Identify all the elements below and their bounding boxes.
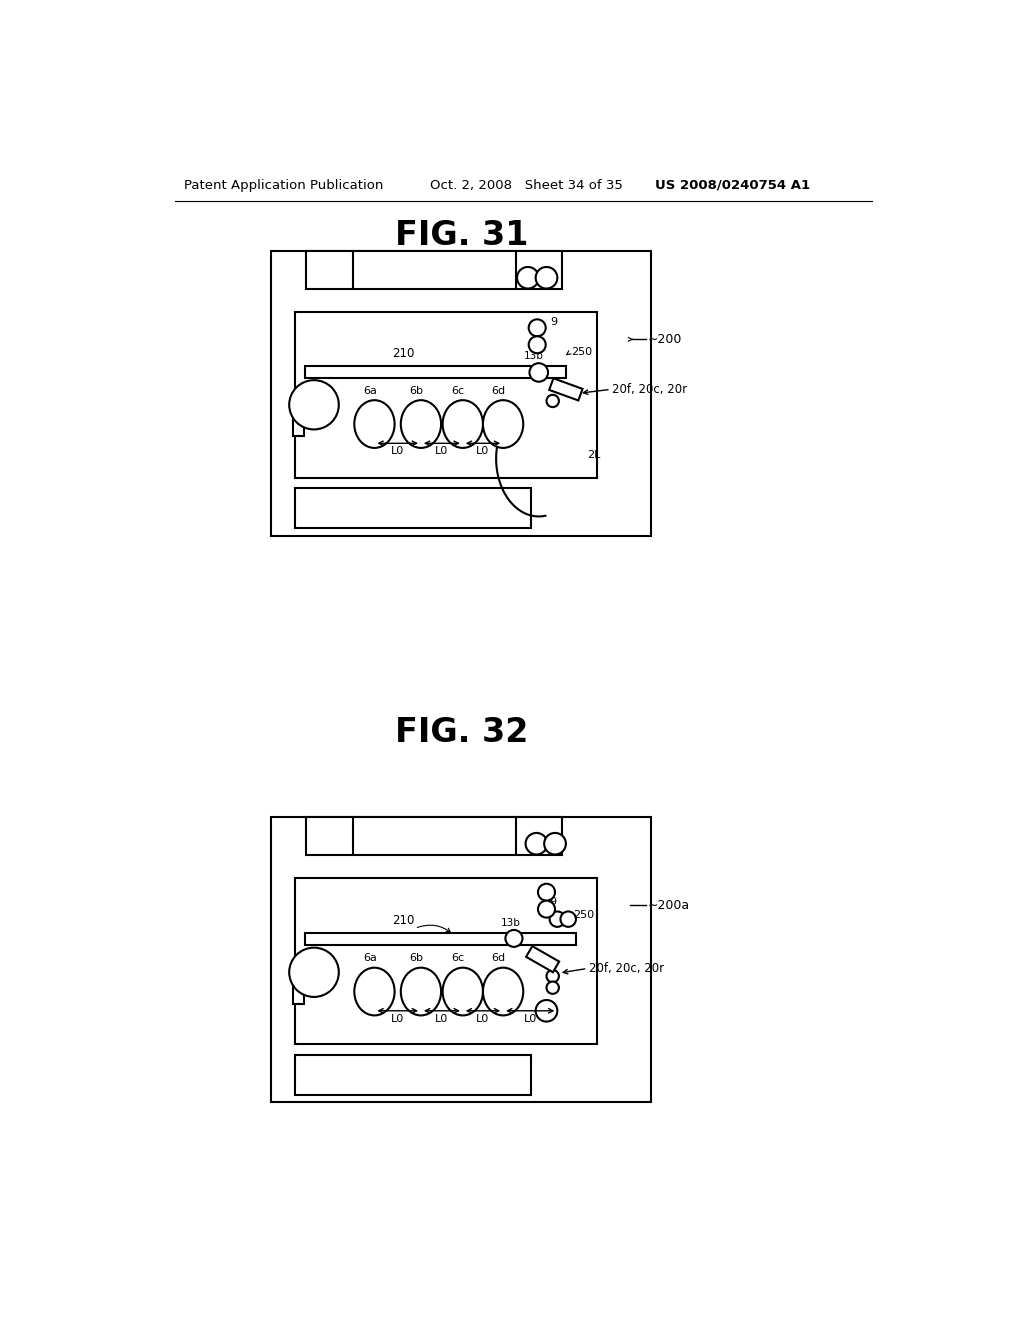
Text: ∼200a: ∼200a xyxy=(647,899,689,912)
Bar xyxy=(295,313,597,478)
Polygon shape xyxy=(549,379,583,400)
Text: 9: 9 xyxy=(549,896,556,907)
Text: L0: L0 xyxy=(435,1014,449,1024)
Bar xyxy=(293,399,304,436)
Text: Patent Application Publication: Patent Application Publication xyxy=(183,178,383,191)
Ellipse shape xyxy=(400,968,441,1015)
Bar xyxy=(295,488,531,528)
Circle shape xyxy=(560,911,575,927)
Text: 13b: 13b xyxy=(501,919,521,928)
Circle shape xyxy=(547,982,559,994)
Circle shape xyxy=(547,395,559,407)
Text: 13b: 13b xyxy=(524,351,544,360)
Bar xyxy=(271,817,651,1102)
Circle shape xyxy=(528,337,546,354)
Bar xyxy=(293,966,304,1003)
Bar xyxy=(295,878,597,1044)
Ellipse shape xyxy=(442,968,483,1015)
Text: 6d: 6d xyxy=(492,385,506,396)
Bar xyxy=(295,1056,531,1096)
Ellipse shape xyxy=(354,968,394,1015)
Polygon shape xyxy=(526,946,559,973)
Text: 6a: 6a xyxy=(362,953,377,964)
Bar xyxy=(305,367,566,378)
Bar xyxy=(271,251,651,536)
Ellipse shape xyxy=(483,400,523,447)
Text: L0: L0 xyxy=(435,446,449,457)
Circle shape xyxy=(289,380,339,429)
Circle shape xyxy=(536,267,557,289)
Text: L0: L0 xyxy=(391,446,404,457)
Text: 210: 210 xyxy=(392,913,415,927)
Circle shape xyxy=(529,363,548,381)
Circle shape xyxy=(547,970,559,982)
Text: US 2008/0240754 A1: US 2008/0240754 A1 xyxy=(655,178,810,191)
Ellipse shape xyxy=(400,400,441,447)
Circle shape xyxy=(550,911,565,927)
Text: 210: 210 xyxy=(392,347,415,360)
Text: 6c: 6c xyxy=(452,953,465,964)
Circle shape xyxy=(538,900,555,917)
Circle shape xyxy=(289,948,339,997)
Text: L0: L0 xyxy=(523,1014,537,1024)
Text: L0: L0 xyxy=(476,1014,489,1024)
Ellipse shape xyxy=(354,400,394,447)
Ellipse shape xyxy=(442,400,483,447)
Text: ∼200: ∼200 xyxy=(647,333,682,346)
Text: L0: L0 xyxy=(391,1014,404,1024)
Text: 6b: 6b xyxy=(410,953,423,964)
Bar xyxy=(306,251,562,289)
Text: 250: 250 xyxy=(571,347,593,358)
Circle shape xyxy=(538,884,555,900)
Text: 6d: 6d xyxy=(492,953,506,964)
Text: 6b: 6b xyxy=(410,385,423,396)
Circle shape xyxy=(525,833,547,854)
Circle shape xyxy=(544,833,566,854)
Text: Oct. 2, 2008   Sheet 34 of 35: Oct. 2, 2008 Sheet 34 of 35 xyxy=(430,178,624,191)
Text: 250: 250 xyxy=(573,909,595,920)
Text: 20f, 20c, 20r: 20f, 20c, 20r xyxy=(589,962,665,975)
Circle shape xyxy=(536,1001,557,1022)
Text: L0: L0 xyxy=(476,446,489,457)
Circle shape xyxy=(528,319,546,337)
Circle shape xyxy=(517,267,539,289)
Bar xyxy=(306,817,562,855)
Text: 6c: 6c xyxy=(452,385,465,396)
Bar xyxy=(305,933,575,945)
Circle shape xyxy=(506,929,522,946)
Text: 6a: 6a xyxy=(362,385,377,396)
Text: 2L: 2L xyxy=(588,450,601,459)
Ellipse shape xyxy=(483,968,523,1015)
Text: FIG. 32: FIG. 32 xyxy=(394,715,528,748)
Text: 20f, 20c, 20r: 20f, 20c, 20r xyxy=(612,383,687,396)
Text: 9: 9 xyxy=(550,317,557,327)
Text: FIG. 31: FIG. 31 xyxy=(394,219,528,252)
